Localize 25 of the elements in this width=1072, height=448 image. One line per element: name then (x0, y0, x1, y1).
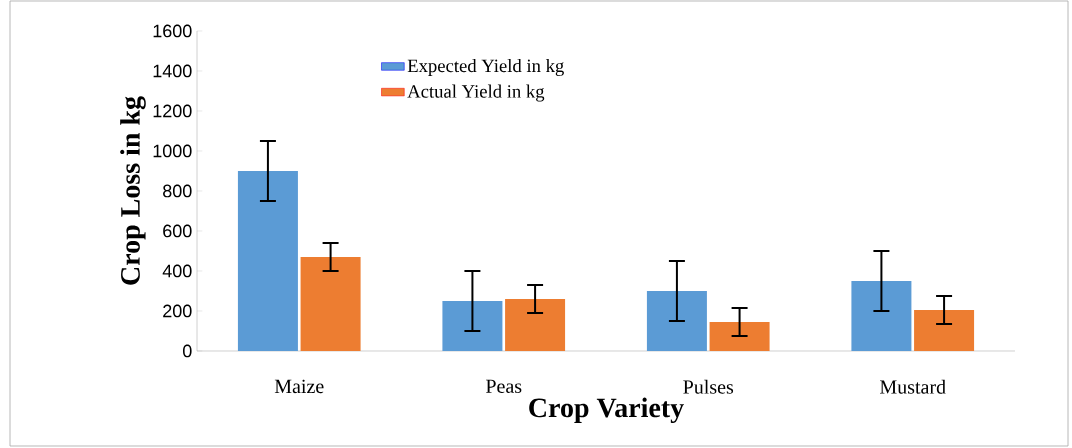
y-tick-label: 1400 (153, 64, 192, 78)
x-axis-title: Crop Variety (529, 397, 684, 424)
x-tick-label: Maize (274, 379, 324, 394)
x-tick-label: Pulses (683, 379, 734, 394)
y-tick-label: 1600 (153, 24, 192, 38)
bar (442, 300, 503, 351)
y-tick-label: 1000 (153, 144, 192, 158)
y-tick-label: 1200 (153, 104, 192, 118)
bar (709, 321, 770, 351)
x-tick-label: Peas (486, 379, 522, 393)
x-tick-label: Mustard (880, 379, 946, 394)
legend-label: Expected Yield in kg (407, 58, 564, 76)
legend-label: Actual Yield in kg (407, 84, 545, 102)
y-tick-label: 600 (163, 224, 192, 238)
y-tick-label: 200 (163, 304, 192, 318)
bar (300, 256, 361, 351)
y-axis-title: Crop Loss in kg (120, 96, 146, 285)
y-tick-label: 800 (163, 184, 192, 198)
y-tick-label: 0 (183, 344, 192, 358)
bar (237, 170, 298, 351)
bar (505, 298, 566, 351)
bar (646, 290, 707, 351)
bar (914, 309, 975, 351)
bar (851, 280, 912, 351)
y-tick-label: 400 (162, 264, 192, 278)
